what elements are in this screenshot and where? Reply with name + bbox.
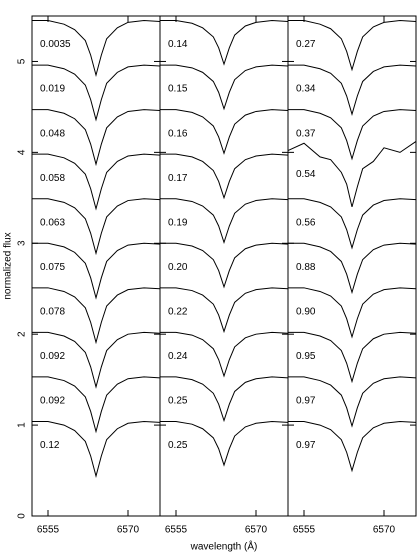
phase-label: 0.12 xyxy=(40,440,60,451)
x-tick-label: 6570 xyxy=(245,525,268,536)
y-tick-label: 4 xyxy=(17,149,28,155)
spectrum-line xyxy=(288,109,417,161)
phase-label: 0.97 xyxy=(296,396,316,407)
spectrum-line xyxy=(160,153,289,200)
phase-label: 0.90 xyxy=(296,306,316,317)
phase-label: 0.27 xyxy=(296,39,316,50)
spectrum-line xyxy=(32,242,161,300)
spectrum-line xyxy=(288,287,417,339)
y-tick-label: 2 xyxy=(17,331,28,337)
phase-label: 0.22 xyxy=(168,306,188,317)
spectrum-line xyxy=(32,109,161,167)
y-tick-label: 0 xyxy=(17,513,28,519)
phase-label: 0.20 xyxy=(168,262,188,273)
phase-label: 0.15 xyxy=(168,84,188,95)
spectrum-line xyxy=(288,420,417,473)
phase-label: 0.19 xyxy=(168,217,188,228)
phase-label: 0.092 xyxy=(40,351,65,362)
phase-label: 0.25 xyxy=(168,440,188,451)
x-tick-label: 6555 xyxy=(37,525,60,536)
y-tick-label: 3 xyxy=(17,240,28,246)
spectrum-line xyxy=(160,420,289,467)
spectrum-line xyxy=(160,287,289,334)
x-tick-label: 6555 xyxy=(165,525,188,536)
phase-label: 0.97 xyxy=(296,440,316,451)
phase-label: 0.34 xyxy=(296,84,316,95)
phase-label: 0.88 xyxy=(296,262,316,273)
spectrum-line xyxy=(287,141,417,208)
spectrum-line xyxy=(288,20,417,72)
spectrum-line xyxy=(32,198,161,256)
phase-label: 0.078 xyxy=(40,306,65,317)
spectrum-line xyxy=(288,64,417,116)
spectrum-line xyxy=(160,20,289,66)
spectrum-line xyxy=(288,331,417,384)
phase-label: 0.25 xyxy=(168,396,188,407)
plot-frame xyxy=(31,15,417,517)
spectrum-line xyxy=(32,20,161,78)
phase-label: 0.058 xyxy=(40,173,65,184)
phase-label: 0.37 xyxy=(296,128,316,139)
spectrum-line xyxy=(32,287,161,345)
spectrum-line xyxy=(160,198,289,244)
phase-label: 0.063 xyxy=(40,217,65,228)
spectrum-line xyxy=(160,331,289,378)
spectrum-line xyxy=(288,242,417,295)
phase-label: 0.019 xyxy=(40,84,65,95)
y-tick-label: 1 xyxy=(17,422,28,428)
x-axis-label: wavelength (Å) xyxy=(190,540,258,553)
spectrum-line xyxy=(32,153,161,211)
spectrum-line xyxy=(32,331,161,389)
spectrum-line xyxy=(160,64,289,111)
phase-label: 0.048 xyxy=(40,128,65,139)
phase-label: 0.54 xyxy=(296,169,316,180)
x-tick-label: 6555 xyxy=(293,525,316,536)
spectrum-line xyxy=(160,376,289,423)
phase-label: 0.24 xyxy=(168,351,188,362)
phase-label: 0.16 xyxy=(168,128,188,139)
spectrum-line xyxy=(32,376,161,434)
spectrum-line xyxy=(32,420,161,478)
phase-label: 0.56 xyxy=(296,217,316,228)
spectrum-line xyxy=(32,64,161,122)
x-tick-label: 6570 xyxy=(117,525,140,536)
y-tick-label: 5 xyxy=(17,58,28,64)
x-tick-label: 6570 xyxy=(373,525,396,536)
phase-label: 0.0035 xyxy=(40,39,71,50)
spectrum-line xyxy=(160,109,289,155)
phase-label: 0.14 xyxy=(168,39,188,50)
spectrum-line xyxy=(288,198,417,250)
phase-label: 0.092 xyxy=(40,396,65,407)
spectrum-line xyxy=(160,242,289,289)
spectrum-line xyxy=(288,376,417,428)
phase-label: 0.95 xyxy=(296,351,316,362)
y-axis-label: normalized flux xyxy=(3,232,14,299)
phase-label: 0.075 xyxy=(40,262,65,273)
phase-label: 0.17 xyxy=(168,173,188,184)
